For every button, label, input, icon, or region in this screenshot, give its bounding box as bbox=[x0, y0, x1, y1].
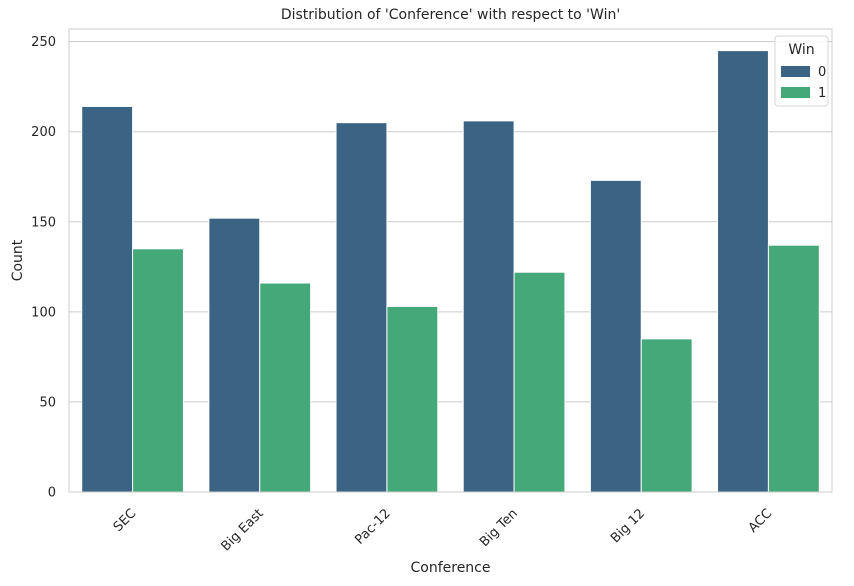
legend-swatch-0 bbox=[781, 66, 810, 77]
bar-pac-12-win-0 bbox=[335, 122, 388, 493]
bar-big-ten-win-0 bbox=[462, 120, 515, 493]
y-axis-title: Count bbox=[10, 239, 26, 281]
x-tick-label-pac-12: Pac-12 bbox=[352, 506, 393, 547]
y-tick-label-100: 100 bbox=[31, 305, 56, 320]
legend-swatch-1 bbox=[781, 87, 810, 98]
y-tick-label-250: 250 bbox=[31, 35, 56, 50]
bar-big-12-win-1 bbox=[640, 338, 693, 493]
y-tick-label-150: 150 bbox=[31, 215, 56, 230]
y-tick-label-200: 200 bbox=[31, 125, 56, 140]
chart-title: Distribution of 'Conference' with respec… bbox=[281, 7, 620, 23]
bars-layer bbox=[81, 50, 820, 493]
bar-acc-win-1 bbox=[767, 244, 820, 493]
bar-acc-win-0 bbox=[717, 50, 769, 493]
x-axis-title: Conference bbox=[410, 560, 490, 576]
y-tick-label-50: 50 bbox=[39, 395, 56, 410]
legend-label-1: 1 bbox=[818, 86, 826, 101]
bar-big-east-win-0 bbox=[208, 217, 261, 493]
x-tick-label-big-ten: Big Ten bbox=[477, 506, 521, 550]
plot-frame bbox=[68, 28, 833, 493]
bar-sec-win-0 bbox=[81, 105, 134, 493]
x-tick-label-big-east: Big East bbox=[219, 506, 267, 554]
bar-big-ten-win-1 bbox=[513, 271, 566, 493]
y-tick-labels: 0 50 100 150 200 250 bbox=[31, 35, 56, 500]
bar-sec-win-1 bbox=[132, 248, 184, 493]
x-tick-label-sec: SEC bbox=[111, 506, 140, 535]
legend-title: Win bbox=[788, 42, 814, 58]
bar-big-east-win-1 bbox=[259, 282, 312, 493]
bar-big-12-win-0 bbox=[589, 179, 642, 493]
bar-pac-12-win-1 bbox=[386, 305, 439, 493]
y-tick-label-0: 0 bbox=[48, 486, 56, 501]
x-tick-labels: SEC Big East Pac-12 Big Ten Big 12 ACC bbox=[111, 506, 776, 554]
legend: Win 01 bbox=[774, 35, 829, 107]
legend-items: 01 bbox=[781, 65, 826, 101]
axes-layer bbox=[68, 28, 833, 493]
x-tick-label-big-12: Big 12 bbox=[608, 506, 648, 546]
x-tick-label-acc: ACC bbox=[746, 506, 776, 536]
legend-label-0: 0 bbox=[818, 65, 826, 80]
